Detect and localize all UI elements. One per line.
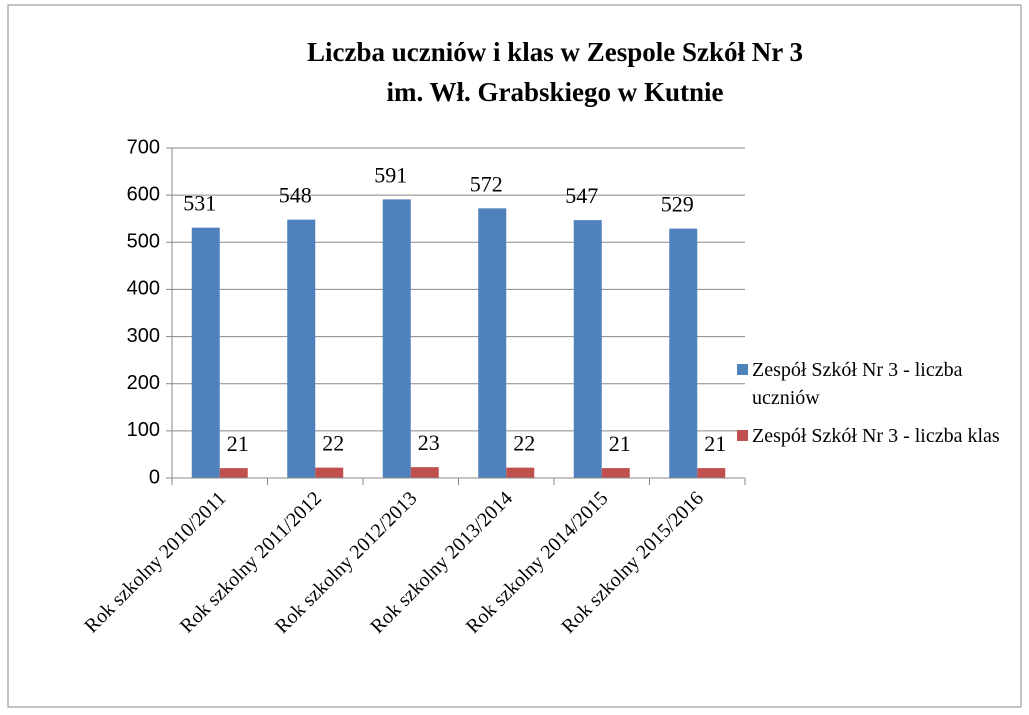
legend-item: Zespół Szkół Nr 3 - liczba uczniów [752,359,963,409]
bar [315,467,344,478]
data-label: 22 [513,431,535,456]
data-label: 22 [322,431,344,456]
data-label: 21 [609,431,631,456]
bar [219,468,248,478]
y-tick-label: 400 [127,278,160,300]
legend-label: Zespół Szkół Nr 3 - liczba klas [752,425,1000,447]
bar [573,220,602,478]
y-tick-label: 200 [127,372,160,394]
legend-label: Zespół Szkół Nr 3 - liczba uczniów [752,359,963,409]
bar [410,467,439,478]
data-label: 547 [565,183,598,208]
chart-border [7,4,1022,708]
bar [669,228,698,478]
bar [191,227,220,478]
data-label: 23 [418,430,440,455]
bar [478,208,507,479]
chart-subtitle: im. Wł. Grabskiego w Kutnie [386,77,723,107]
y-tick-label: 600 [127,183,160,205]
data-label: 531 [183,191,216,216]
data-label: 548 [279,183,312,208]
bar [697,468,726,478]
bar [601,468,630,478]
bar [506,467,535,478]
legend-item: Zespół Szkół Nr 3 - liczba klas [752,425,1000,447]
data-label: 572 [470,171,503,196]
data-label: 21 [704,431,726,456]
legend-swatch [737,430,748,441]
y-tick-label: 500 [127,231,160,253]
data-label: 529 [661,192,694,217]
y-tick-label: 300 [127,325,160,347]
y-tick-label: 100 [127,419,160,441]
chart-title: Liczba uczniów i klas w Zespole Szkół Nr… [307,37,803,67]
bar [287,219,316,478]
data-label: 591 [374,162,407,187]
y-tick-label: 0 [149,466,160,488]
bar [382,199,411,478]
data-label: 21 [227,431,249,456]
legend-swatch [737,364,748,375]
y-tick-label: 700 [127,136,160,158]
